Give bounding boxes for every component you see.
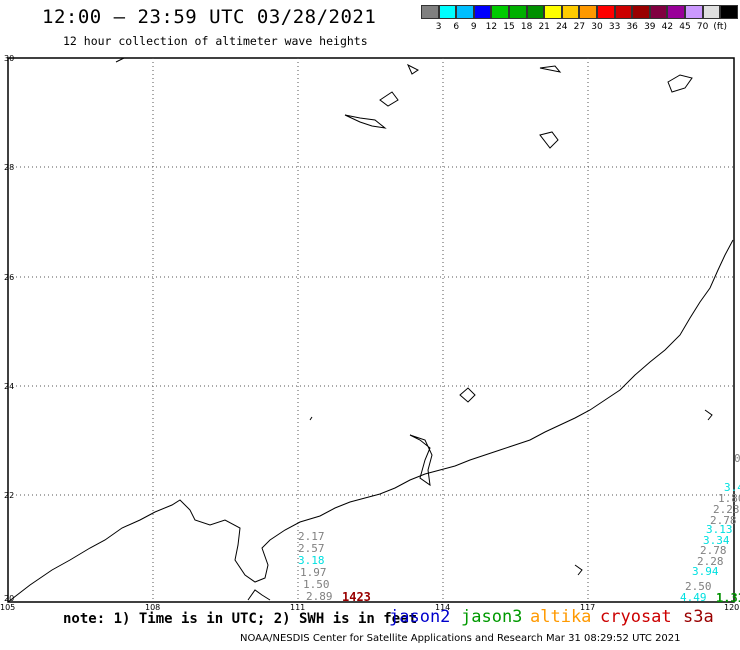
- legend-label: 12: [485, 22, 498, 32]
- legend-swatch: [544, 5, 562, 19]
- swh-obs: 2.50: [685, 580, 712, 593]
- swh-obs: 2.78: [700, 544, 727, 557]
- swh-obs: 2.57: [298, 542, 325, 555]
- legend-swatch: [684, 5, 703, 19]
- map-subtitle: 12 hour collection of altimeter wave hei…: [63, 34, 368, 48]
- swh-obs: 3.13: [706, 523, 733, 536]
- lon-tick-120: 120: [724, 603, 740, 612]
- lon-tick-117: 117: [580, 603, 596, 612]
- legend-label: 6: [453, 22, 460, 32]
- lat-tick-28: 28: [4, 163, 15, 172]
- swh-obs: 2.78: [710, 514, 737, 527]
- satellite-label-cryosat: cryosat: [600, 607, 672, 627]
- legend-swatch: [561, 5, 580, 19]
- legend-label: 42: [661, 22, 674, 32]
- map-gridlines: [8, 58, 734, 602]
- lat-tick-30: 30: [4, 54, 15, 63]
- color-legend: [421, 5, 738, 19]
- swh-obs: 3.18: [298, 554, 325, 567]
- legend-swatch: [473, 5, 492, 19]
- legend-label: 45: [679, 22, 691, 32]
- lat-tick-22: 22: [4, 491, 15, 500]
- legend-label: 30: [591, 22, 603, 32]
- swh-obs: 2.28: [697, 555, 724, 568]
- swh-obs: 1.80: [718, 492, 740, 505]
- credit-line: NOAA/NESDIS Center for Satellite Applica…: [240, 633, 681, 644]
- legend-label: 24: [556, 22, 568, 32]
- legend-label: 39: [644, 22, 656, 32]
- lon-tick-111: 111: [290, 603, 306, 612]
- legend-swatch: [526, 5, 545, 19]
- swh-obs: 1.31: [716, 591, 740, 605]
- swh-obs: 1.97: [300, 566, 327, 579]
- legend-label: 21: [538, 22, 550, 32]
- lon-tick-105: 105: [0, 603, 16, 612]
- lat-tick-20: 20: [4, 594, 15, 603]
- lon-tick-108: 108: [145, 603, 161, 612]
- legend-swatch: [667, 5, 685, 19]
- lon-tick-114: 114: [435, 603, 451, 612]
- legend-label: 27: [573, 22, 586, 32]
- legend-swatch: [614, 5, 633, 19]
- swh-obs: 2.89: [306, 590, 333, 603]
- legend-label: 36: [626, 22, 638, 32]
- map-frame: [7, 57, 735, 603]
- legend-swatch: [702, 5, 721, 19]
- legend-swatch: [720, 5, 738, 19]
- satellite-label-jason3: jason3: [461, 607, 523, 627]
- legend-label: 9: [470, 22, 477, 32]
- legend-label: 33: [608, 22, 621, 32]
- satellite-label-altika: altika: [530, 607, 592, 627]
- legend-swatch: [421, 5, 439, 19]
- legend-swatch: [579, 5, 597, 19]
- color-legend-labels: 3 6 9 12 15 18 21 24 27 30 33 36 39 42 45 70 (ft): [421, 22, 737, 34]
- swh-obs: 2.23: [713, 503, 740, 516]
- legend-label: 3: [435, 22, 442, 32]
- legend-swatch: [632, 5, 650, 19]
- swh-obs: 2.17: [298, 530, 325, 543]
- coastline: [7, 57, 734, 603]
- legend-swatch: [649, 5, 668, 19]
- satellite-label-jason2: jason2: [389, 607, 451, 627]
- map-title: 12:00 – 23:59 UTC 03/28/2021: [42, 6, 377, 28]
- legend-swatch: [596, 5, 615, 19]
- swh-obs: 1423: [342, 590, 371, 604]
- swh-obs: 4.49: [680, 591, 707, 604]
- legend-label: (ft): [713, 22, 727, 32]
- satellite-label-s3a: s3a: [683, 607, 714, 627]
- swh-obs: 3.4: [724, 481, 740, 494]
- footer-note: note: 1) Time is in UTC; 2) SWH is in fe…: [63, 611, 418, 627]
- legend-label: 18: [520, 22, 533, 32]
- swh-obs: 1.50: [303, 578, 330, 591]
- swh-obs: 3.94: [692, 565, 719, 578]
- legend-swatch: [491, 5, 509, 19]
- lat-tick-26: 26: [4, 273, 15, 282]
- lat-tick-24: 24: [4, 382, 15, 391]
- legend-swatch: [438, 5, 457, 19]
- swh-obs: 3.34: [703, 534, 730, 547]
- legend-label: 70: [696, 22, 709, 32]
- legend-swatch: [508, 5, 527, 19]
- legend-swatch: [456, 5, 474, 19]
- legend-label: 15: [503, 22, 515, 32]
- swh-obs: 0: [734, 452, 740, 465]
